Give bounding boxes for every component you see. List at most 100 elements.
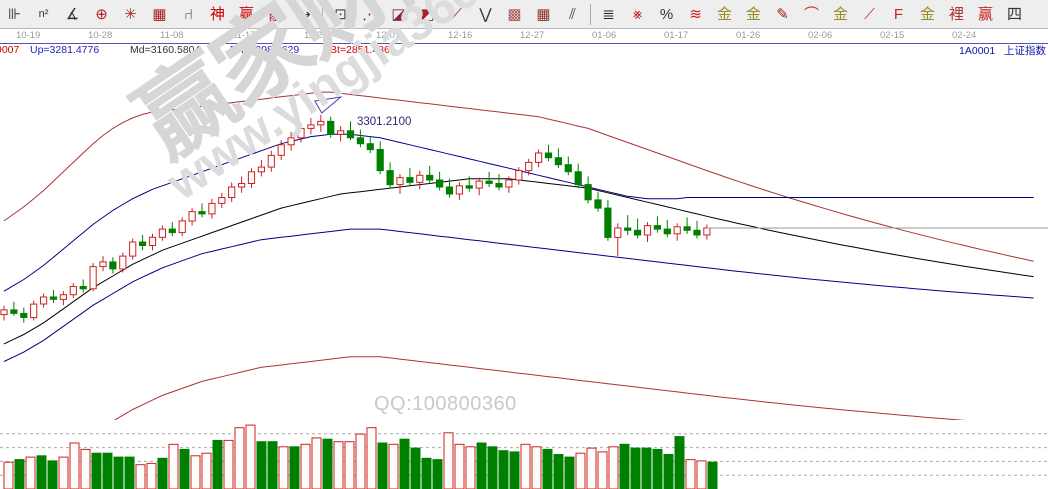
date-tick-label: 11-28 [304, 30, 328, 41]
speed-fan-icon[interactable]: ◩ [413, 1, 442, 28]
volume-chart-pane[interactable] [0, 420, 1048, 489]
li-lines-icon-glyph: 裡 [948, 5, 964, 23]
date-tick-label: 01-06 [592, 30, 617, 41]
f-lines-icon[interactable]: F [884, 1, 913, 28]
star-burst-icon[interactable]: ✳ [116, 1, 145, 28]
step-line-icon[interactable]: ⑁ [174, 1, 203, 28]
ladder-icon-glyph: ≣ [602, 5, 615, 23]
ying-grid-icon[interactable]: 赢 [232, 1, 261, 28]
date-tick-label: 12-07 [376, 30, 401, 41]
filled-fan-icon-glyph: ◪ [391, 5, 406, 23]
date-tick-label: 01-17 [664, 30, 689, 41]
date-tick-label: 11-17 [232, 30, 256, 41]
trend-up-icon[interactable]: ⟋ [442, 1, 471, 28]
toolbar-separator [319, 1, 326, 28]
candlestick-canvas[interactable] [0, 57, 1048, 420]
shen-grid-icon[interactable]: 神 [203, 1, 232, 28]
date-tick-label: 10-28 [88, 30, 113, 41]
percent-lines-icon-glyph: ≋ [689, 5, 702, 23]
zigzag-icon-glyph: ⋁ [479, 5, 492, 23]
ladder-icon[interactable]: ≣ [594, 1, 623, 28]
f-lines-icon-glyph: F [893, 5, 904, 23]
star-burst-icon-glyph: ✳ [124, 5, 137, 23]
volume-canvas[interactable] [0, 420, 1048, 489]
date-tick-label: 12-16 [448, 30, 473, 41]
axis-separator-line [0, 43, 1048, 44]
grid-lines-icon[interactable]: ⊪ [0, 1, 29, 28]
percent-icon-glyph: % [659, 5, 674, 23]
fine-grid-icon[interactable]: ▨ [261, 1, 290, 28]
drawing-tools-toolbar: ⊪ n² ∡ ⊕ ✳ ▦ ⑁ 神赢 ▨ ↦ ⊡ ⋰ ◪ ◩ ⟋ ⋁ ▩ ▦ ⫽ ≣ ⨳% ≋ 金金 ✎ ⌒ 金 ⟋ F 金裡赢四 [0, 0, 1048, 29]
indicator-info-bar: 9007 Up=3281.4776 Md=3160.5804 Dn=2998.5… [0, 44, 1048, 57]
angle-tool-icon[interactable]: ∡ [58, 1, 87, 28]
high-price-annotation: 3301.2100 [357, 116, 412, 128]
trend-up-icon-glyph: ⟋ [451, 5, 462, 23]
price-chart-pane[interactable] [0, 57, 1048, 420]
mesh-grid-icon[interactable]: ▩ [500, 1, 529, 28]
power-n2-icon[interactable]: n² [29, 1, 58, 28]
span-measure-icon-glyph: ↦ [298, 5, 311, 23]
date-tick-label: 11-08 [160, 30, 184, 41]
gold-ratio-icon[interactable]: 金 [826, 1, 855, 28]
mesh-grid-dark-icon[interactable]: ▦ [529, 1, 558, 28]
indicator-code-label: 9007 [0, 44, 20, 56]
symbol-code: 1A0001 [959, 45, 996, 57]
gold-ratio-icon-glyph: 金 [832, 5, 848, 23]
gold-circle-icon-glyph: 金 [716, 5, 732, 23]
percent-lines-icon[interactable]: ≋ [681, 1, 710, 28]
percent-icon[interactable]: % [652, 1, 681, 28]
symbol-title[interactable]: 1A0001 上证指数 [959, 43, 1046, 58]
crosshair-circle-icon[interactable]: ⊕ [87, 1, 116, 28]
slope-lines-icon[interactable]: ⟋ [855, 1, 884, 28]
span-measure-icon[interactable]: ↦ [290, 1, 319, 28]
date-tick-label: 02-06 [808, 30, 833, 41]
speed-fan-icon-glyph: ◩ [420, 5, 435, 23]
single-box-icon[interactable]: ⊡ [326, 1, 355, 28]
parallel-lines-icon-glyph: ⫽ [569, 5, 576, 23]
single-box-icon-glyph: ⊡ [334, 5, 347, 23]
si-lines-icon-glyph: 四 [1006, 5, 1022, 23]
box-grid-icon[interactable]: ▦ [145, 1, 174, 28]
ying-lines-icon-glyph: 赢 [977, 5, 993, 23]
crosshair-circle-icon-glyph: ⊕ [95, 5, 108, 23]
boll-upper-label: Up=3281.4776 [30, 44, 100, 56]
power-n2-icon-glyph: n² [38, 7, 49, 20]
arch-lines-icon-glyph: ⌒ [803, 5, 819, 23]
arch-lines-icon[interactable]: ⌒ [797, 1, 826, 28]
gold-slope-icon-glyph: 金 [919, 5, 935, 23]
percent-cross-icon[interactable]: ⨳ [623, 1, 652, 28]
boll-lower-label: Dn=2998.5629 [230, 44, 300, 56]
filled-fan-icon[interactable]: ◪ [384, 1, 413, 28]
fan-lines-icon-glyph: ⋰ [362, 5, 377, 23]
parallel-lines-icon[interactable]: ⫽ [558, 1, 587, 28]
ying-lines-icon[interactable]: 赢 [971, 1, 1000, 28]
angle-tool-icon-glyph: ∡ [65, 5, 80, 23]
mesh-grid-icon-glyph: ▩ [507, 5, 522, 23]
pen-tool-icon[interactable]: ✎ [768, 1, 797, 28]
slope-lines-icon-glyph: ⟋ [864, 5, 875, 23]
grid-lines-icon-glyph: ⊪ [7, 5, 22, 23]
fine-grid-icon-glyph: ▨ [268, 5, 283, 23]
li-lines-icon[interactable]: 裡 [942, 1, 971, 28]
mesh-grid-dark-icon-glyph: ▦ [536, 5, 551, 23]
ying-grid-icon-glyph: 赢 [238, 5, 254, 23]
boll-mid-label: Md=3160.5804 [130, 44, 201, 56]
symbol-name: 上证指数 [1004, 45, 1046, 57]
gold-lines-icon[interactable]: 金 [739, 1, 768, 28]
fan-lines-icon[interactable]: ⋰ [355, 1, 384, 28]
date-tick-label: 01-26 [736, 30, 761, 41]
si-lines-icon[interactable]: 四 [1000, 1, 1029, 28]
zigzag-icon[interactable]: ⋁ [471, 1, 500, 28]
gold-circle-icon[interactable]: 金 [710, 1, 739, 28]
boll-bt-label: Bt=2851.4861 [330, 44, 396, 56]
pen-tool-icon-glyph: ✎ [776, 5, 789, 23]
date-tick-label: 02-24 [952, 30, 977, 41]
shen-grid-icon-glyph: 神 [209, 5, 225, 23]
box-grid-icon-glyph: ▦ [152, 5, 167, 23]
gold-slope-icon[interactable]: 金 [913, 1, 942, 28]
date-axis: 10-19 10-28 11-08 11-17 11-28 12-07 12-16 12-27… [0, 29, 1048, 44]
percent-cross-icon-glyph: ⨳ [632, 5, 643, 23]
date-tick-label: 02-15 [880, 30, 905, 41]
date-tick-label: 12-27 [520, 30, 545, 41]
